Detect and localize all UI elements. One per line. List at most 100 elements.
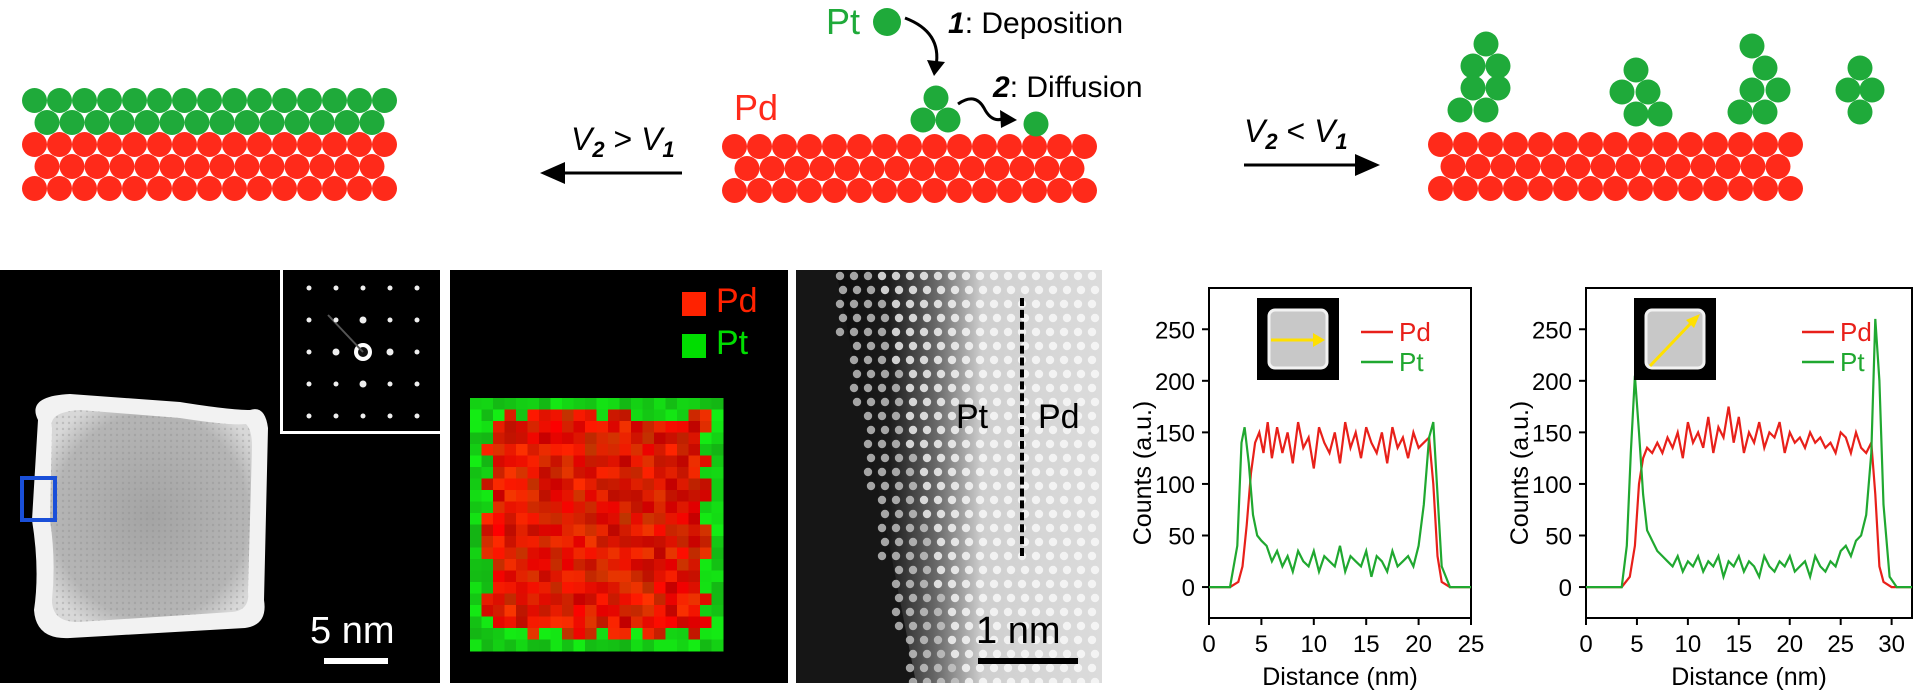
atom-column [933,607,943,617]
atom-column [992,509,1002,519]
atom-column [849,355,859,365]
map-pixel [470,409,482,422]
atom-column [877,495,887,505]
atom-column [1059,439,1069,449]
map-pixel [585,432,597,445]
map-pixel [700,455,712,468]
atom [59,110,85,135]
atom-column [880,397,890,407]
atom [159,110,185,135]
map-pixel [596,513,609,525]
map-pixel [619,593,632,606]
map-pixel [642,547,655,560]
atom-column [1034,313,1044,323]
map-pixel [688,455,701,468]
atom-column [1048,509,1058,519]
atom [334,110,360,135]
atom [1022,178,1047,203]
map-pixel [585,421,597,433]
map-pixel [608,467,620,479]
atom-column [880,481,890,491]
map-pixel [631,409,643,422]
pd-atom-label: Pd [734,87,778,128]
atom-column [975,383,985,393]
map-pixel [573,409,586,422]
atom-column [961,467,971,477]
atom [359,110,385,135]
atom [1440,154,1466,179]
map-pixel [516,432,528,445]
atom-column [905,635,915,645]
atom-column [1073,551,1083,561]
map-pixel [642,628,655,640]
atom-column [992,425,1002,435]
map-pixel [539,455,551,468]
map-pixel [677,444,689,456]
map-pixel [619,513,632,525]
map-pixel [700,409,712,422]
map-pixel [481,639,494,652]
atom-column [1003,383,1013,393]
map-pixel [642,398,655,410]
diffraction-spot [414,317,420,323]
map-pixel [677,536,689,548]
pt-island-atom [1473,31,1499,57]
map-pixel [516,501,528,514]
atom-column [863,439,873,449]
map-pixel [654,524,666,537]
map-pixel [527,455,540,468]
atom [1653,176,1678,201]
atom-column [961,495,971,505]
map-pixel [550,524,563,537]
map-pixel [642,536,655,548]
atom-column [1006,649,1016,659]
map-pixel [504,421,517,433]
y-tick-label: 250 [1155,317,1195,344]
map-pixel [700,639,712,652]
atom-column [947,439,957,449]
atom [322,88,347,113]
atom-column [894,481,904,491]
map-pixel [700,593,712,606]
map-pixel [573,536,586,548]
map-pixel [700,616,712,629]
diffraction-spot [414,349,420,355]
svg-text:2: Diffusion: 2: Diffusion [992,71,1143,104]
pt-adatom [923,85,949,111]
atom [297,176,322,201]
map-pixel [493,421,505,433]
atom [1578,132,1603,157]
atom-column [947,607,957,617]
atom-column [1045,523,1055,533]
map-pixel [527,432,540,445]
map-pixel [504,513,517,525]
map-pixel [619,421,632,433]
map-pixel [688,616,701,629]
atom-column [978,649,988,659]
atom-column [1059,467,1069,477]
atom-column [894,621,904,631]
atom-column [877,467,887,477]
map-pixel [562,432,574,445]
atom [1603,132,1628,157]
atom-column [1059,663,1069,673]
atom [1034,156,1060,181]
map-pixel [539,478,551,491]
atom-column [1003,439,1013,449]
map-pixel [677,467,689,479]
atom-column [1031,663,1041,673]
right-arrow-label: V2 < V1 [1244,113,1348,154]
map-pixel [654,593,666,606]
atom-column [989,411,999,421]
atom-column [936,509,946,519]
atom-column [1031,551,1041,561]
atom [1703,132,1728,157]
map-pixel [539,490,551,502]
map-pixel [562,513,574,525]
map-pixel [562,605,574,617]
svg-text:1: Deposition: 1: Deposition [948,7,1123,40]
atom-column [1090,453,1100,463]
atom-column [866,341,876,351]
map-pixel [527,616,540,629]
map-pixel [596,409,609,422]
